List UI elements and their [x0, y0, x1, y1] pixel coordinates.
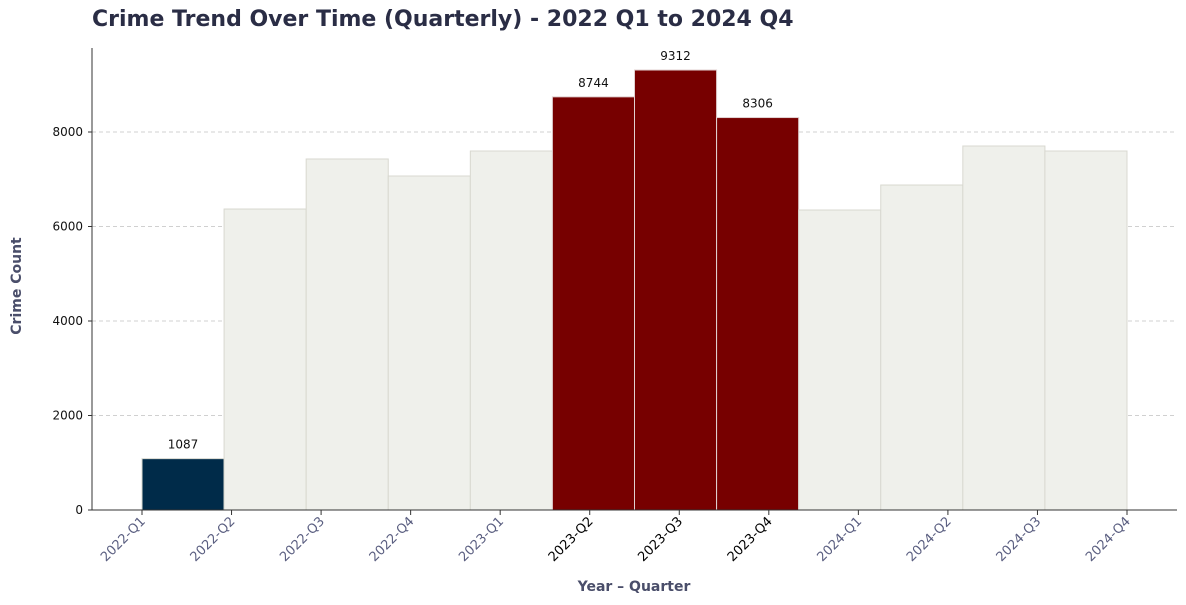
value-label: 8306 [742, 97, 773, 111]
bar [716, 117, 800, 511]
x-tick-label: 2022-Q1 [98, 514, 149, 565]
y-tick-label: 8000 [52, 125, 83, 139]
x-tick-label: 2023-Q3 [635, 514, 686, 565]
y-tick-label: 4000 [52, 314, 83, 328]
value-label: 8744 [578, 76, 609, 90]
bar [141, 458, 225, 511]
x-tick-label: 2024-Q1 [814, 514, 865, 565]
x-tick-label: 2023-Q4 [725, 514, 776, 565]
x-tick-label: 2024-Q2 [904, 514, 955, 565]
bar [551, 96, 636, 511]
bar [223, 208, 307, 511]
x-tick-label: 2023-Q2 [546, 514, 597, 565]
x-tick-label: 2022-Q3 [277, 514, 328, 565]
bar [634, 69, 718, 511]
value-label: 1087 [168, 438, 199, 452]
y-tick-label: 0 [75, 503, 83, 517]
x-axis-label: Year – Quarter [577, 579, 691, 595]
y-tick-label: 6000 [52, 220, 83, 234]
chart-title: Crime Trend Over Time (Quarterly) - 2022… [92, 7, 794, 32]
bar [880, 184, 964, 511]
value-label: 9312 [660, 49, 691, 63]
bar [305, 158, 389, 511]
x-tick-label: 2024-Q3 [994, 514, 1045, 565]
x-tick-label: 2023-Q1 [456, 514, 507, 565]
x-tick-label: 2022-Q2 [188, 514, 239, 565]
x-tick-label: 2024-Q4 [1083, 514, 1134, 565]
bar [962, 145, 1046, 511]
y-axis-label: Crime Count [9, 237, 25, 335]
bar [798, 209, 882, 511]
x-tick-label: 2022-Q4 [367, 514, 418, 565]
y-tick-label: 2000 [52, 409, 83, 423]
bar [1044, 150, 1128, 511]
bar [469, 150, 553, 511]
bar [387, 175, 471, 511]
